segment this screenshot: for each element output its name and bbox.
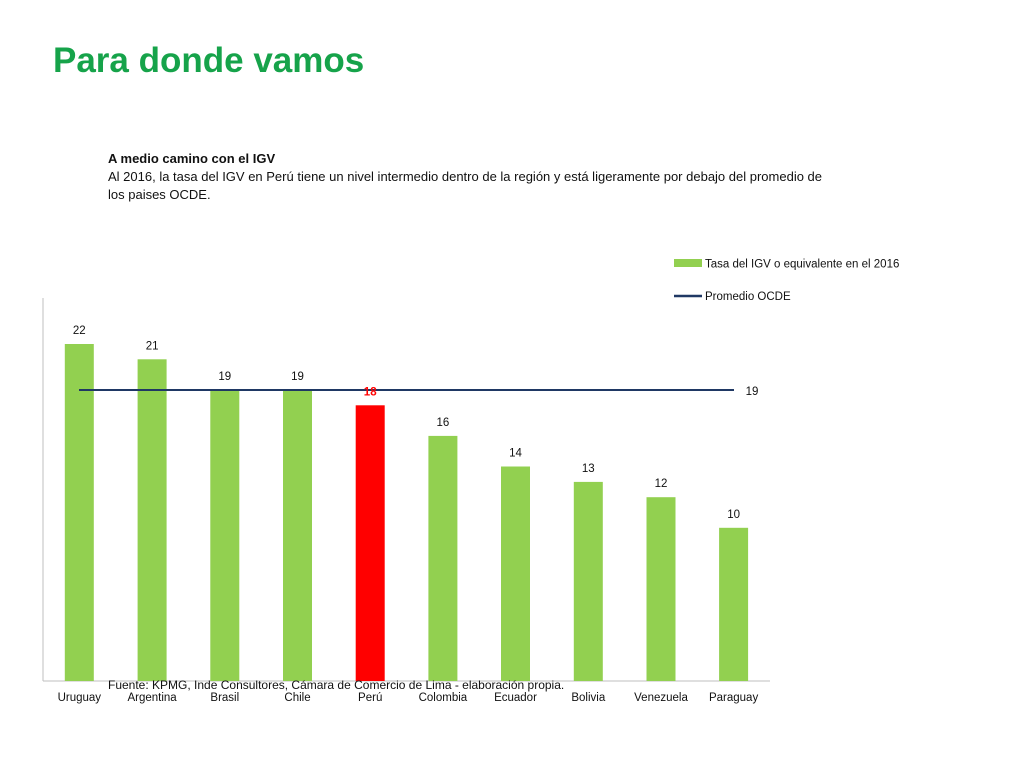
value-label-paraguay: 10 [727,509,740,521]
category-label-uruguay: Uruguay [58,692,102,704]
bar-uruguay [64,344,94,681]
category-label-venezuela: Venezuela [634,692,688,704]
value-label-bolivia: 13 [582,463,595,475]
category-label-ecuador: Ecuador [494,692,537,704]
legend-line-label: Promedio OCDE [705,291,791,303]
legend-bar-label: Tasa del IGV o equivalente en el 2016 [705,259,899,271]
intro-heading: A medio camino con el IGV [108,151,276,166]
bar-bolivia [573,481,603,681]
value-label-brasil: 19 [218,371,231,383]
bar-ecuador [501,466,530,681]
value-label-argentina: 21 [146,340,159,352]
intro-paragraph: Al 2016, la tasa del IGV en Perú tiene u… [108,169,823,202]
category-label-colombia: Colombia [419,692,468,704]
average-line-layer: 19 [79,386,758,398]
value-label-ecuador: 14 [509,448,522,460]
legend: Tasa del IGV o equivalente en el 2016 Pr… [674,259,899,303]
category-label-paraguay: Paraguay [709,692,758,704]
category-label-bolivia: Bolivia [571,692,605,704]
bar-paraguay [719,527,749,681]
value-label-peru: 18 [364,386,377,398]
value-label-venezuela: 12 [655,478,668,490]
labels-layer: 22 Uruguay 21 Argentina 19 Brasil 19 Chile 18 Per… [58,325,759,704]
average-line-value-label: 19 [746,386,759,398]
intro-text-block: A medio camino con el IGV Al 2016, la ta… [108,150,838,204]
bar-venezuela [646,497,676,681]
bar-brasil [210,390,240,681]
category-label-argentina: Argentina [127,692,177,704]
category-label-chile: Chile [284,692,310,704]
value-label-colombia: 16 [437,417,450,429]
slide-title: Para donde vamos [53,41,365,80]
bars-layer [64,344,749,681]
source-note: Fuente: KPMG, Inde Consultores, Cámara d… [108,678,565,692]
category-label-brasil: Brasil [210,692,239,704]
bar-colombia [428,435,458,681]
value-label-uruguay: 22 [73,325,86,337]
category-label-peru: Perú [358,692,382,704]
bar-chile [283,390,312,681]
value-label-chile: 19 [291,371,304,383]
legend-bar-swatch [674,259,702,267]
bar-peru [355,405,385,681]
bar-argentina [137,359,167,681]
